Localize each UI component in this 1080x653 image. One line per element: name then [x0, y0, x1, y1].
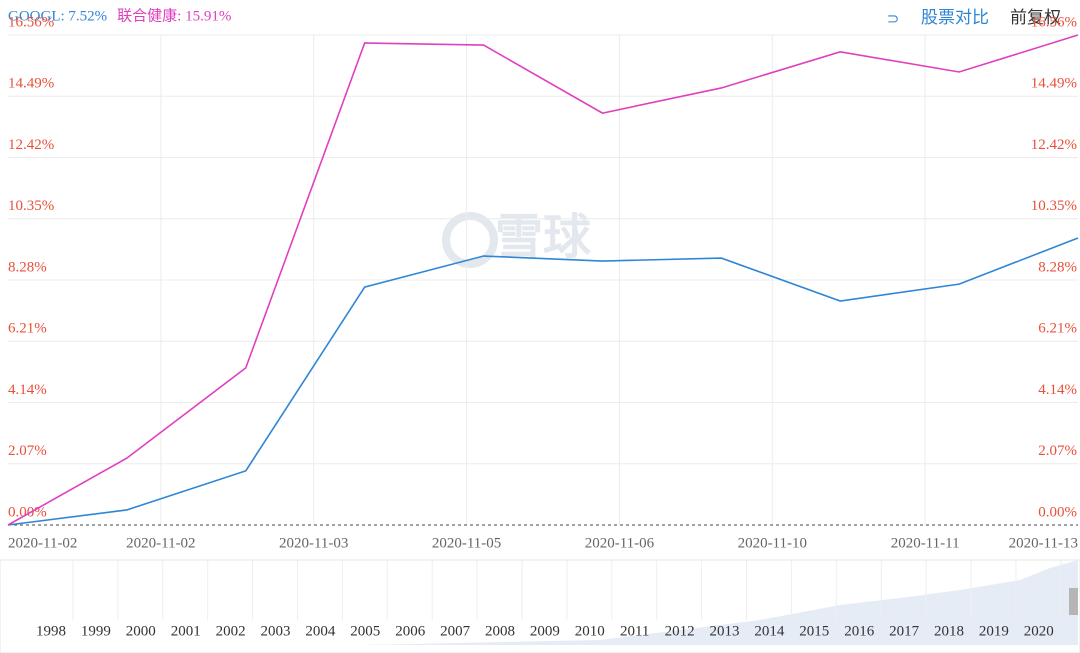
nav-area	[0, 559, 1080, 653]
y-tick-label-right: 16.56%	[1031, 14, 1077, 30]
navigator-year: 2018	[934, 623, 964, 639]
y-tick-label: 10.35%	[8, 198, 54, 214]
navigator-year: 2020	[1024, 623, 1054, 639]
legend-entry: GOOGL: 7.52%	[8, 8, 107, 24]
series-line	[7, 237, 1079, 526]
y-tick-label: 12.42%	[8, 137, 54, 153]
y-tick-label-right: 0.00%	[1038, 504, 1077, 520]
y-tick-label-right: 14.49%	[1031, 76, 1077, 92]
y-tick-label: 14.49%	[8, 76, 54, 92]
x-tick-label: 2020-11-02	[8, 535, 77, 551]
y-tick-label-right: 4.14%	[1038, 382, 1077, 398]
watermark-logo	[442, 212, 498, 268]
navigator-year: 2016	[844, 623, 875, 639]
navigator-year: 2001	[171, 623, 201, 639]
x-tick-label: 2020-11-03	[279, 535, 348, 551]
y-tick-label-right: 12.42%	[1031, 137, 1077, 153]
x-tick-label: 2020-11-13	[1009, 535, 1078, 551]
navigator-year: 2004	[305, 623, 336, 639]
navigator-year: 2014	[754, 623, 785, 639]
navigator-area	[360, 560, 1078, 645]
x-tick-label: 2020-11-10	[738, 535, 807, 551]
navigator-year: 2011	[620, 623, 649, 639]
y-tick-label-right: 8.28%	[1038, 259, 1077, 275]
y-tick-label: 6.21%	[8, 321, 47, 337]
y-tick-label-right: 2.07%	[1038, 443, 1077, 459]
y-tick-label-right: 6.21%	[1038, 321, 1077, 337]
navigator-year: 2006	[395, 623, 426, 639]
x-tick-label: 2020-11-05	[432, 535, 501, 551]
navigator-year: 1998	[36, 623, 66, 639]
x-tick-label: 2020-11-06	[585, 535, 655, 551]
navigator-year: 2002	[216, 623, 246, 639]
navigator-year: 2000	[126, 623, 156, 639]
navigator-year: 2009	[530, 623, 560, 639]
navigator-handle[interactable]	[1069, 588, 1078, 615]
y-tick-label: 4.14%	[8, 382, 47, 398]
adjust-button[interactable]: 前复权	[1010, 8, 1061, 28]
y-tick-label: 8.28%	[8, 259, 47, 275]
navigator-year: 2007	[440, 623, 471, 639]
compare-button[interactable]: 股票对比	[921, 8, 989, 28]
series-line	[7, 34, 1079, 526]
x-tick-label: 2020-11-11	[891, 535, 960, 551]
y-tick-label-right: 10.35%	[1031, 198, 1077, 214]
navigator-year: 2019	[979, 623, 1009, 639]
navigator-year: 2010	[575, 623, 605, 639]
navigator-year: 1999	[81, 623, 111, 639]
navigator-year: 2017	[889, 623, 920, 639]
navigator-year: 2003	[261, 623, 291, 639]
navigator-year: 2015	[799, 623, 829, 639]
navigator-year: 2008	[485, 623, 515, 639]
switch-icon[interactable]: ⊃	[887, 10, 900, 28]
x-tick-label: 2020-11-02	[126, 535, 195, 551]
navigator-year: 2012	[665, 623, 695, 639]
y-tick-label: 2.07%	[8, 443, 47, 459]
y-tick-label: 16.56%	[8, 14, 54, 30]
navigator-year: 2005	[350, 623, 380, 639]
navigator-year: 2013	[710, 623, 740, 639]
legend-entry: 联合健康: 15.91%	[117, 7, 231, 24]
